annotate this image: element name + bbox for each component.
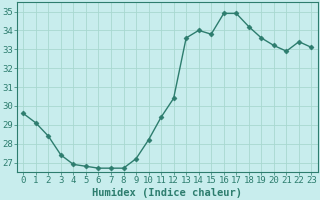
X-axis label: Humidex (Indice chaleur): Humidex (Indice chaleur)	[92, 188, 242, 198]
